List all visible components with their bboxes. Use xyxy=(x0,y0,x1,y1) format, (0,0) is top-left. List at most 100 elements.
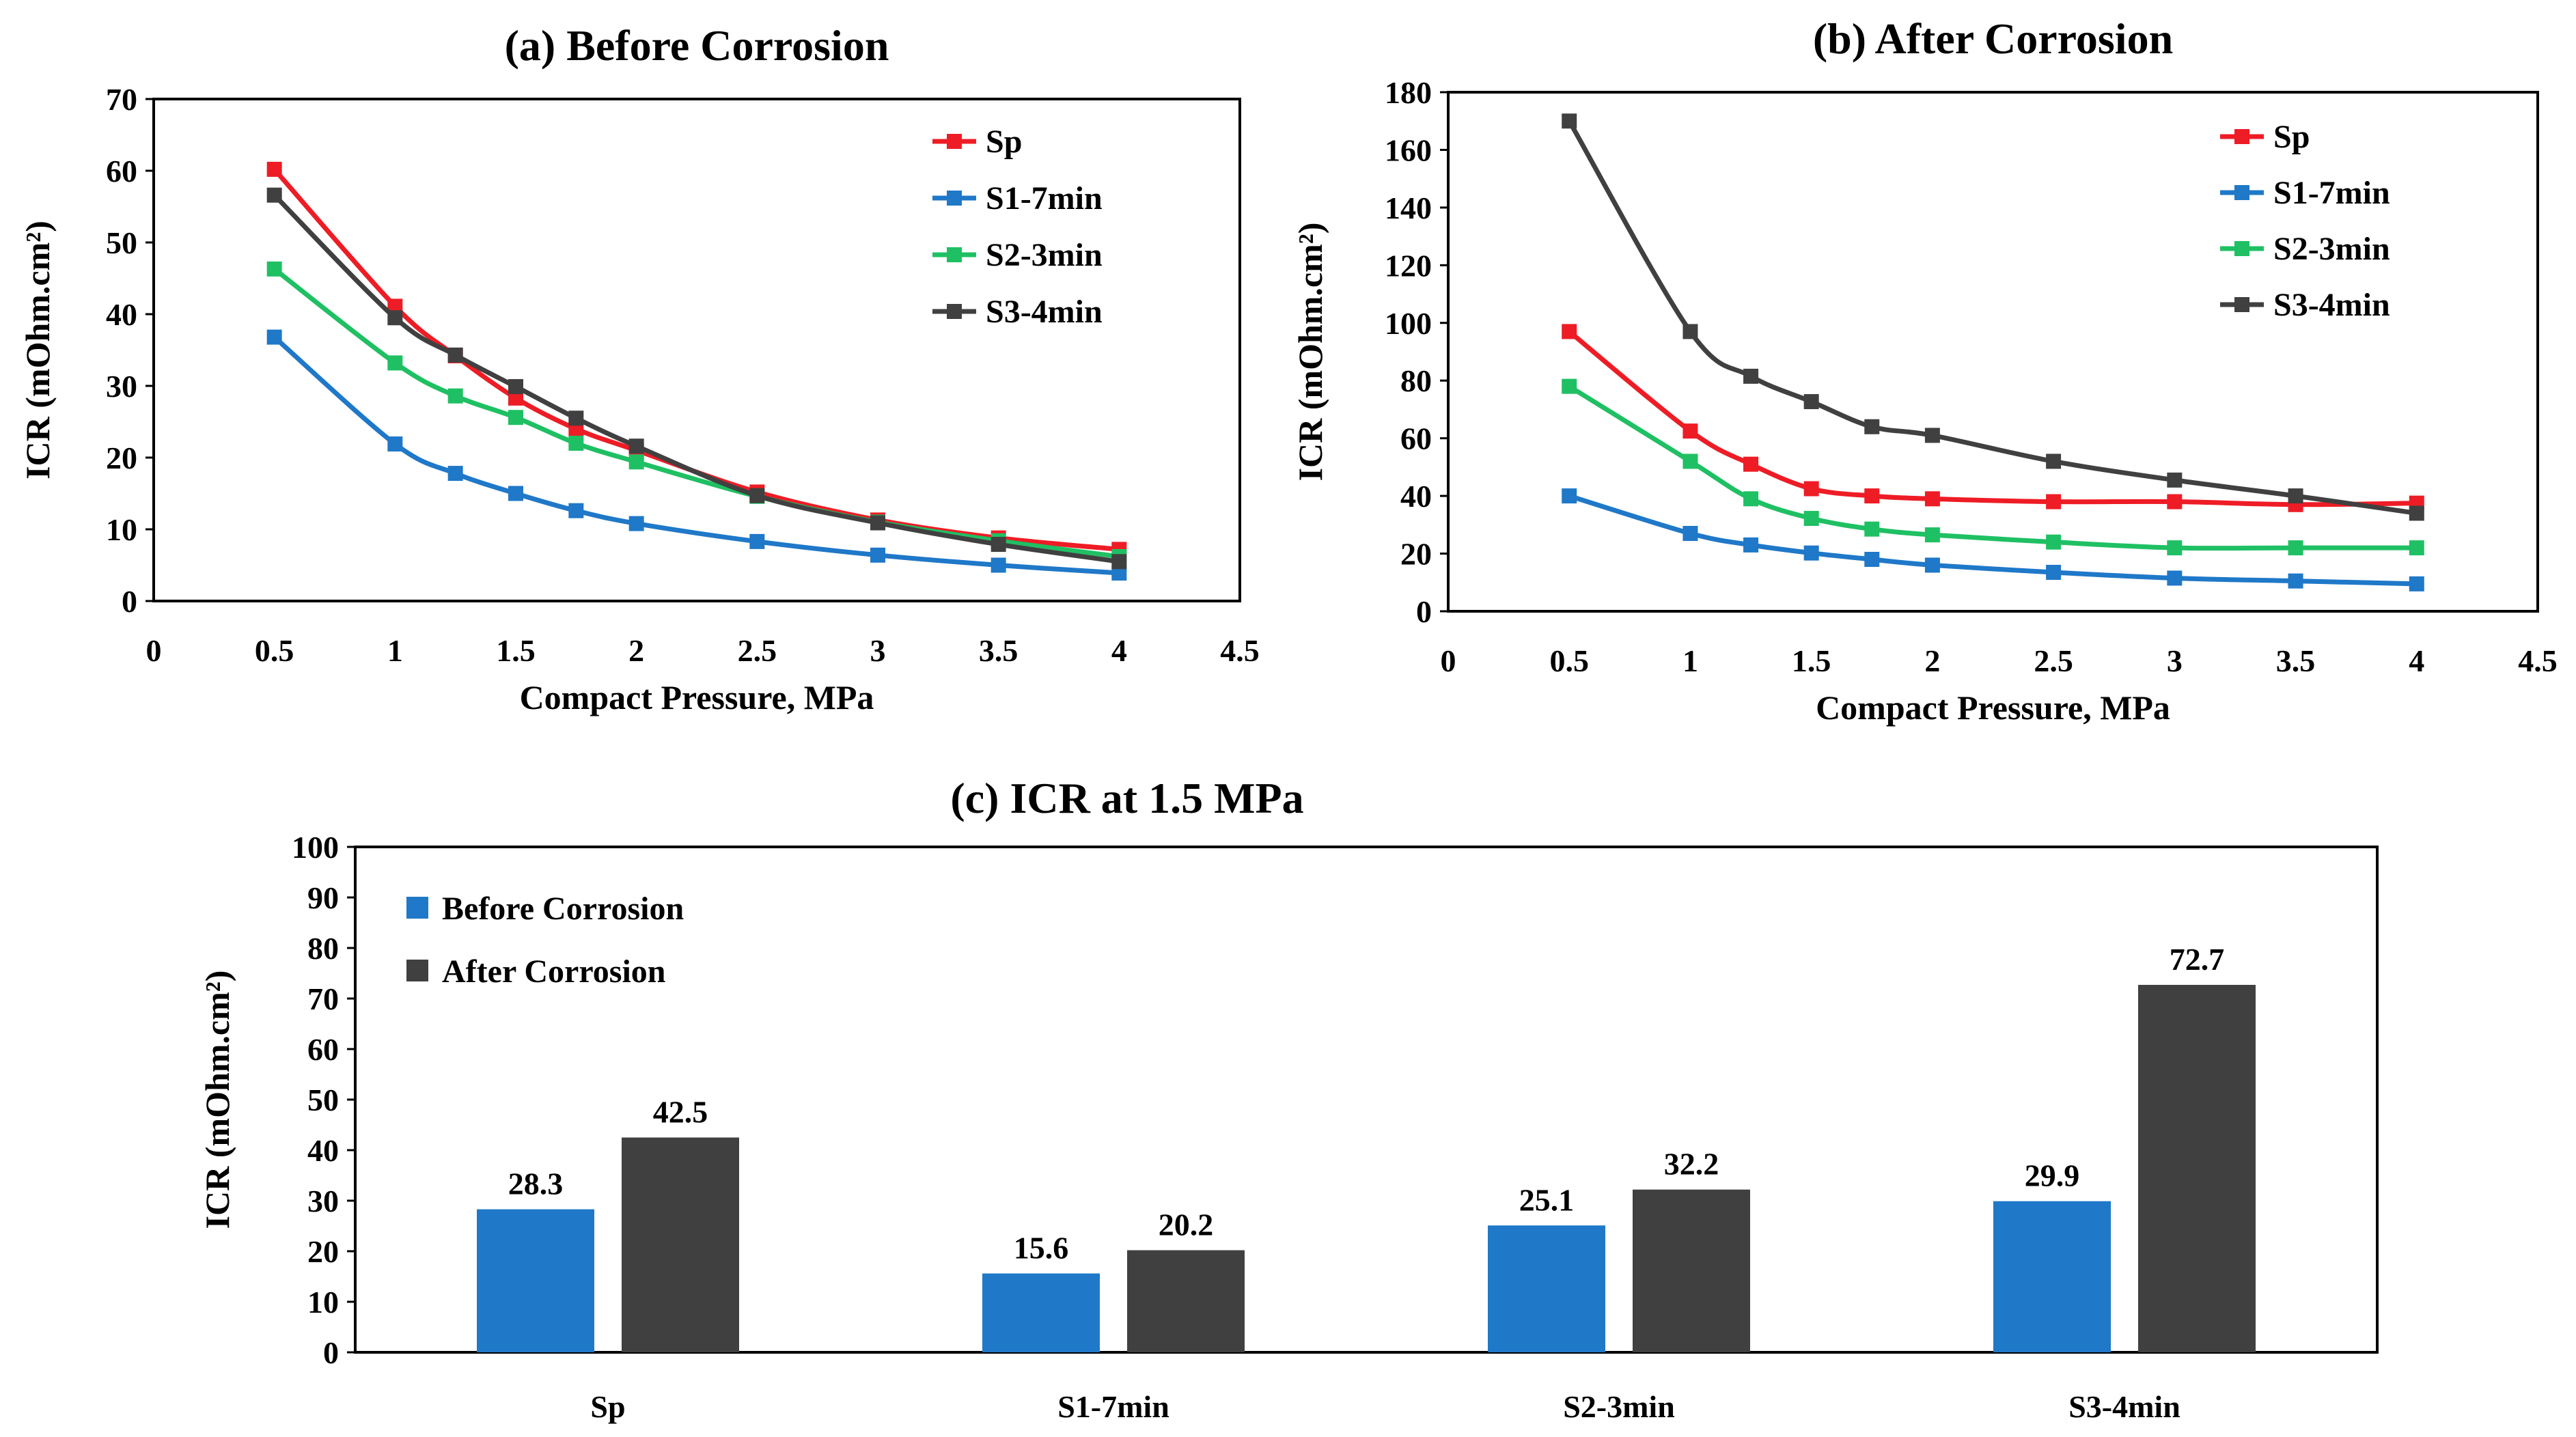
category-label: S2-3min xyxy=(1563,1389,1675,1424)
data-point xyxy=(387,436,403,452)
y-axis-label: ICR (mOhm.cm²) xyxy=(1291,223,1329,482)
data-point xyxy=(1743,491,1759,507)
legend-label: S2-3min xyxy=(986,237,1103,273)
data-point xyxy=(568,436,584,451)
x-tick-label: 0.5 xyxy=(1549,643,1589,678)
bar-before-corrosion xyxy=(1993,1201,2111,1352)
data-point xyxy=(2046,565,2062,580)
data-point xyxy=(447,466,463,482)
data-point xyxy=(1803,481,1819,497)
legend-marker xyxy=(947,247,962,262)
data-point xyxy=(2167,570,2183,586)
data-point xyxy=(2046,494,2062,510)
x-tick-label: 3 xyxy=(870,633,886,668)
y-tick-label: 10 xyxy=(106,512,137,547)
y-tick-label: 30 xyxy=(307,1184,339,1218)
legend-label: Sp xyxy=(986,124,1022,160)
data-label: 25.1 xyxy=(1519,1182,1575,1217)
data-label: 28.3 xyxy=(508,1167,564,1201)
data-point xyxy=(1864,521,1880,537)
data-point xyxy=(991,537,1006,553)
data-point xyxy=(1562,488,1577,504)
data-label: 72.7 xyxy=(2170,942,2225,977)
bar-after-corrosion xyxy=(1633,1189,1750,1352)
x-tick-label: 2.5 xyxy=(2034,643,2073,678)
data-point xyxy=(266,261,282,277)
legend-label: S3-4min xyxy=(2273,287,2390,323)
data-point xyxy=(749,488,765,503)
plot-area xyxy=(152,98,1241,602)
x-tick-label: 3 xyxy=(2167,643,2183,678)
data-point xyxy=(870,547,885,563)
y-tick-label: 20 xyxy=(106,441,137,475)
y-tick-label: 0 xyxy=(122,584,137,619)
data-point xyxy=(387,355,403,371)
x-tick-label: 4.5 xyxy=(1220,633,1260,668)
data-point xyxy=(1111,566,1127,581)
data-point xyxy=(2046,534,2062,550)
data-point xyxy=(628,516,644,531)
bar-before-corrosion xyxy=(477,1209,594,1352)
data-point xyxy=(1682,454,1698,469)
x-tick-label: 4 xyxy=(1111,633,1127,668)
data-point xyxy=(1743,537,1759,553)
chart-before-corrosion: (a) Before Corrosion 0 0.5 1 1.5 2 2.5 3 3.5 4 4.5… xyxy=(18,21,1260,716)
legend-label: S1-7min xyxy=(2273,175,2390,211)
data-point xyxy=(1682,324,1698,339)
y-tick-label: 50 xyxy=(307,1083,339,1117)
legend-marker xyxy=(947,191,962,206)
data-point xyxy=(508,379,523,395)
data-point xyxy=(1562,378,1577,394)
legend-label: Sp xyxy=(2273,119,2310,155)
data-point xyxy=(508,410,523,425)
y-axis-label: ICR (mOhm.cm²) xyxy=(198,971,236,1229)
data-label: 15.6 xyxy=(1014,1231,1069,1266)
data-point xyxy=(870,515,885,531)
series-s1-7min xyxy=(266,329,1127,581)
data-point xyxy=(628,454,644,470)
data-point xyxy=(447,347,463,363)
y-tick-label: 70 xyxy=(307,981,339,1016)
data-point xyxy=(387,298,403,314)
data-label: 42.5 xyxy=(653,1095,708,1130)
y-tick-label: 100 xyxy=(292,830,339,865)
chart-title: (c) ICR at 1.5 MPa xyxy=(950,774,1303,822)
x-tick-label: 0.5 xyxy=(255,633,294,668)
chart-icr-at-1-5-mpa: (c) ICR at 1.5 MPa 0 10 20 30 40 50 60 70 80 90 100… xyxy=(198,774,2379,1424)
y-tick-label: 140 xyxy=(1385,191,1432,225)
series-s3-4min xyxy=(1562,113,2424,521)
y-tick-label: 10 xyxy=(307,1285,339,1320)
legend-marker xyxy=(406,960,428,981)
data-point xyxy=(1803,394,1819,410)
data-point xyxy=(1562,113,1577,129)
plot-area xyxy=(1447,91,2539,613)
x-tick-label: 1 xyxy=(387,633,403,668)
x-axis-label: Compact Pressure, MPa xyxy=(520,678,874,716)
x-tick-label: 1 xyxy=(1682,643,1698,678)
data-point xyxy=(1682,423,1698,439)
legend-label: After Corrosion xyxy=(442,953,666,990)
chart-after-corrosion: (b) After Corrosion 0 0.5 1 1.5 2 2.5 3 3.5 4 4.5 0… xyxy=(1291,14,2558,727)
data-point xyxy=(628,438,644,454)
data-point xyxy=(2167,494,2183,510)
legend-marker xyxy=(2234,241,2249,256)
data-point xyxy=(266,329,282,345)
y-tick-label: 60 xyxy=(106,154,137,189)
y-tick-label: 80 xyxy=(1400,363,1432,398)
bar-after-corrosion xyxy=(1127,1250,1245,1352)
legend-label: Before Corrosion xyxy=(442,891,684,927)
data-point xyxy=(266,161,282,177)
data-point xyxy=(1743,368,1759,384)
series-s2-3min xyxy=(1562,378,2424,556)
y-tick-label: 70 xyxy=(106,82,137,117)
data-label: 29.9 xyxy=(2025,1158,2080,1193)
data-point xyxy=(1864,552,1880,567)
y-tick-label: 0 xyxy=(1416,594,1432,629)
data-point xyxy=(2288,488,2303,504)
y-tick-label: 20 xyxy=(307,1234,339,1269)
data-label: 20.2 xyxy=(1159,1208,1214,1242)
x-tick-label: 3.5 xyxy=(979,633,1019,668)
data-point xyxy=(568,503,584,518)
data-point xyxy=(1864,488,1880,504)
